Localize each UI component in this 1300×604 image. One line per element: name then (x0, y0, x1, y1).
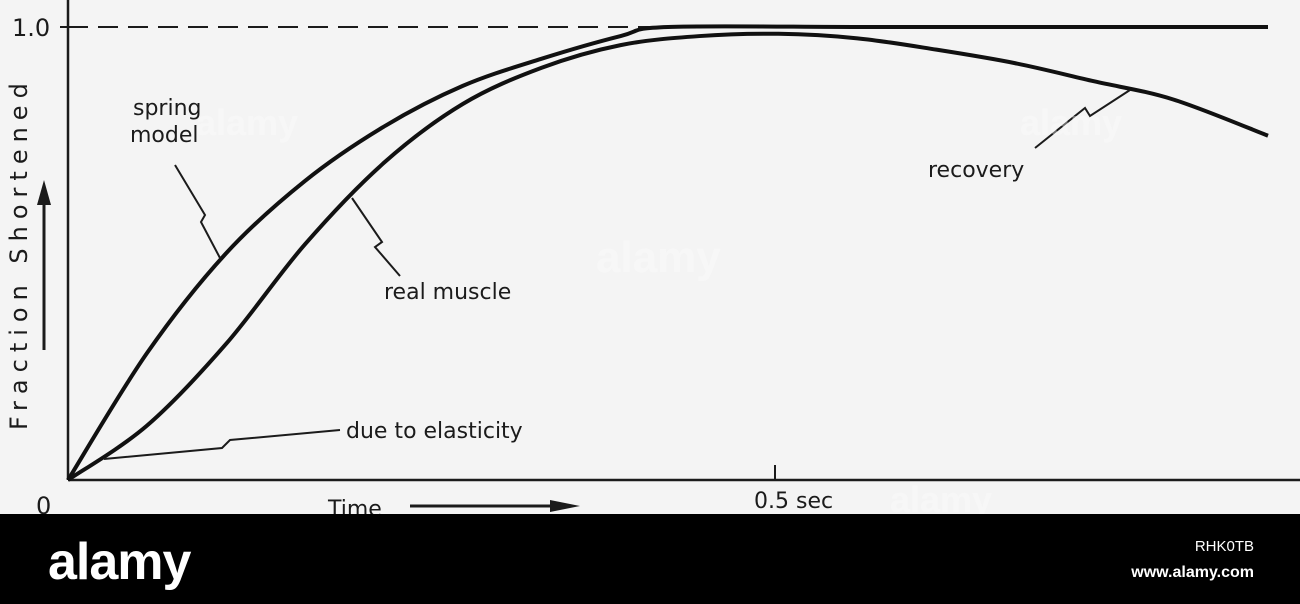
annotation-recovery-pointer (1034, 89, 1131, 149)
y-axis-label: Fraction Shortened (5, 76, 33, 430)
annotation-real-muscle: real muscle (384, 280, 511, 305)
annotation-recovery: recovery (928, 158, 1024, 183)
footer-url: www.alamy.com (1131, 564, 1254, 581)
annotation-spring-pointer (174, 164, 221, 259)
x-tick-label-zero: 0 (36, 492, 51, 514)
line-chart: 1.0 0 0.5 sec Fraction Shortened Time sp… (5, 0, 1300, 514)
annotation-elasticity-pointer (103, 429, 341, 460)
series-line-real-muscle (66, 31, 1269, 482)
y-axis-arrowhead (37, 180, 51, 205)
watermark-center: alamy (596, 233, 721, 282)
annotation-spring-label: spring (133, 96, 202, 121)
watermark-top-left: alamy (196, 102, 298, 143)
chart-figure: 1.0 0 0.5 sec Fraction Shortened Time sp… (0, 0, 1300, 514)
x-tick-label-half-sec: 0.5 sec (754, 489, 833, 514)
watermark-top-right: alamy (1020, 102, 1122, 143)
annotation-real-muscle-pointer (351, 197, 401, 277)
annotation-model-label: model (130, 123, 199, 148)
watermark-bottom: alamy (890, 479, 992, 514)
footer-logo: alamy (48, 533, 191, 591)
x-axis-label: Time (327, 497, 382, 514)
watermark-footer: alamy RHK0TB www.alamy.com (0, 514, 1300, 604)
series-line-spring-model (66, 24, 1268, 482)
footer-image-id: RHK0TB (1194, 538, 1254, 555)
annotation-due-to-elasticity: due to elasticity (346, 419, 523, 444)
x-axis-arrowhead (550, 500, 580, 512)
y-tick-label: 1.0 (12, 14, 50, 42)
